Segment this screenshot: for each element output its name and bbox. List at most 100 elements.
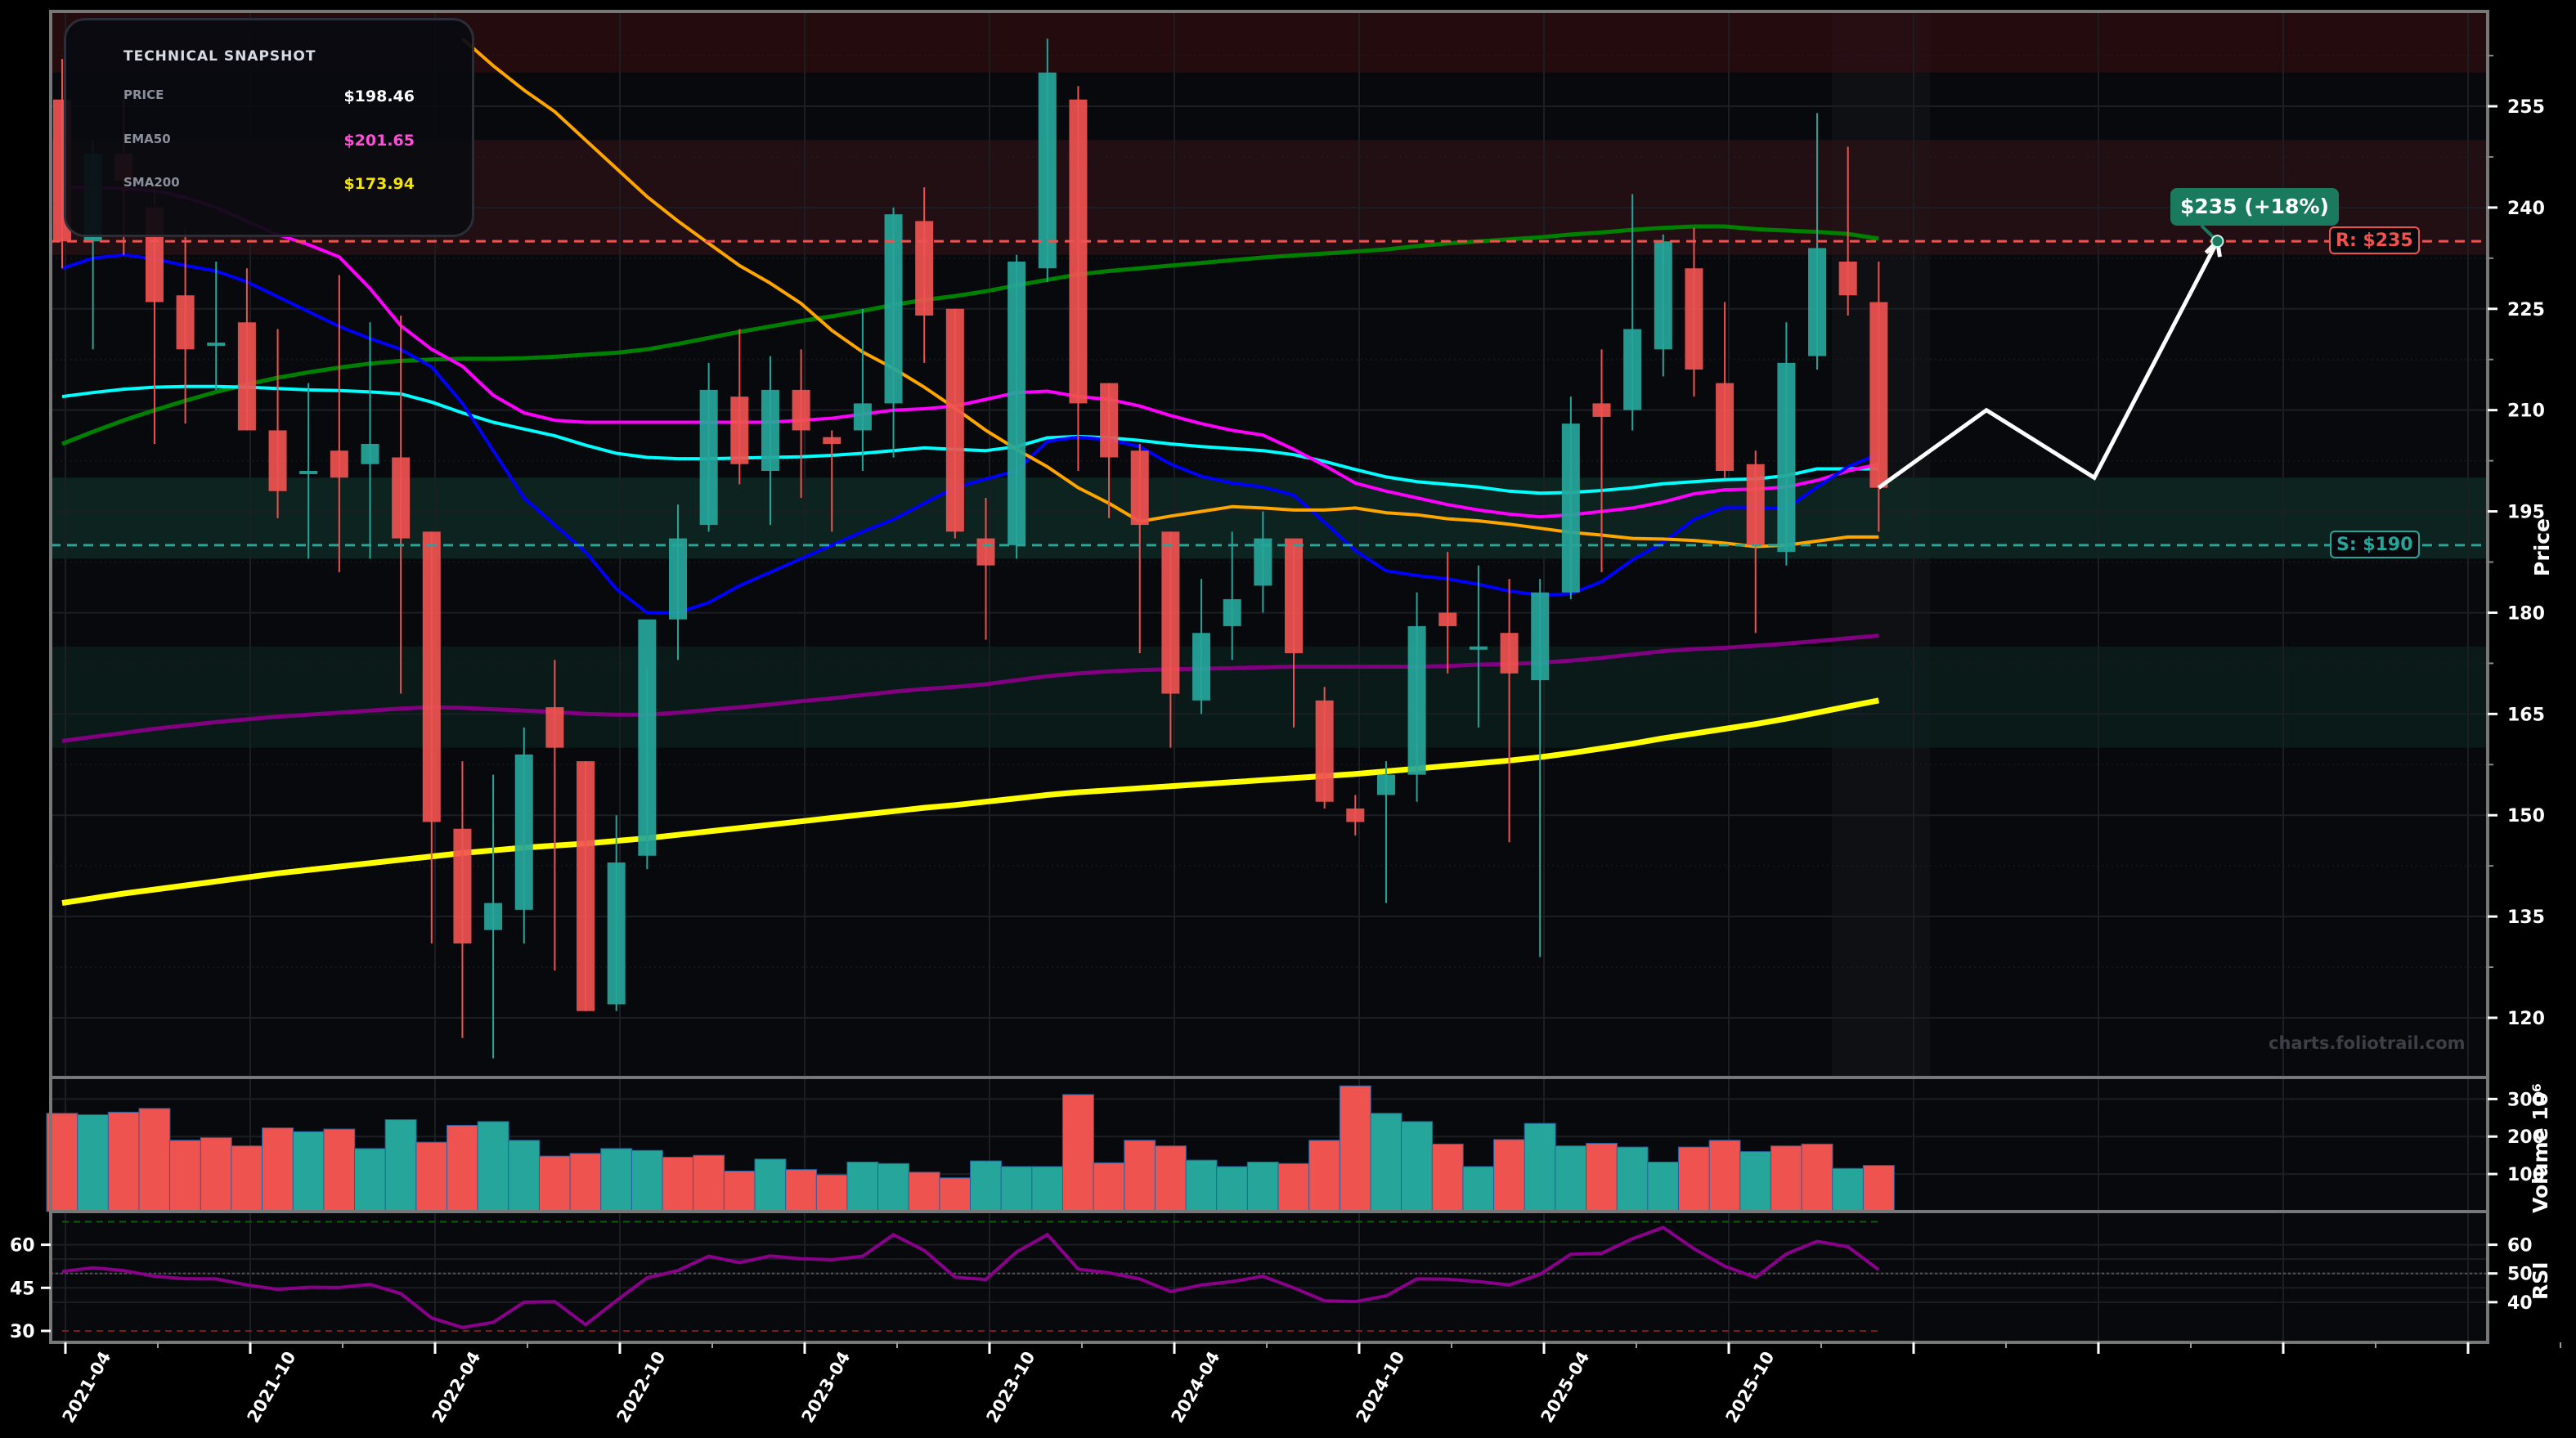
price-target-badge: $235 (+18%) [2170,188,2339,226]
volume-bar [569,1153,602,1212]
x-tick-label: 2025-04 [1537,1348,1594,1426]
x-tick-label: 2022-10 [613,1348,670,1426]
candle [1038,38,1057,282]
candle-body [299,471,318,474]
candle-body [176,295,195,350]
candle-body [1285,538,1303,653]
volume-bar [1246,1161,1279,1212]
tick-label: 255 [2507,97,2545,118]
candle [730,329,749,485]
volume-bar [1308,1140,1341,1212]
snapshot-label: SMA200 [123,175,180,190]
rsi-axis-title: RSI [2529,1261,2552,1300]
candle [1008,254,1026,559]
candle [1254,511,1272,613]
candle [1500,579,1519,843]
candle [1777,322,1796,566]
snapshot-value: $173.94 [343,175,415,193]
candle-body [1469,646,1488,650]
candle-body [607,862,626,1005]
candle-body [1716,383,1735,471]
candle [453,761,472,1038]
candle-body [1777,362,1796,553]
rsi-line [61,1225,1880,1329]
volume-bar [1524,1122,1556,1212]
volume-bar [538,1155,571,1212]
candle [792,349,810,499]
volume-bar [1493,1139,1526,1212]
volume-bar [631,1149,663,1212]
candle [915,187,934,363]
volume-bar [1370,1113,1402,1212]
volume-bar [169,1140,202,1212]
candle [1654,234,1672,377]
x-tick-label: 2021-04 [59,1348,115,1426]
volume-bar [1061,1094,1094,1212]
volume-bar [1339,1085,1371,1212]
candle-body [1746,464,1765,545]
candle [1192,579,1211,715]
volume-bar [1462,1166,1495,1212]
snapshot-title: TECHNICAL SNAPSHOT [123,48,316,65]
candle-body [823,437,841,444]
candle [1623,194,1642,431]
volume-bar [1832,1167,1865,1212]
candle [422,531,441,944]
volume-bar [1555,1145,1587,1212]
x-tick-label: 2021-10 [244,1348,300,1426]
candle-body [1808,248,1827,356]
volume-bar [384,1119,417,1212]
candle [1130,443,1149,653]
candle-body [1531,592,1550,681]
volume-bar [354,1148,386,1212]
volume-bar [1708,1140,1741,1212]
x-tick-label: 2024-04 [1168,1348,1224,1426]
candle-body [1223,598,1241,626]
candle [1346,795,1365,835]
candle-body [1869,302,1888,488]
candle-body [330,450,348,478]
technical-snapshot-panel: TECHNICAL SNAPSHOT PRICE $198.46 EMA50 $… [64,18,474,237]
candle [237,268,256,431]
tick-label: 240 [2507,199,2545,219]
ma-line-green [61,224,1879,446]
volume-bar [1739,1151,1772,1212]
volume-bar [785,1169,818,1212]
volume-bar [231,1145,263,1212]
ma-line-orange [461,37,1879,549]
candle-body [1038,72,1057,269]
candle-body [268,430,287,491]
candle-body [1561,423,1580,593]
volume-bar [1616,1146,1649,1212]
volume-bar [415,1141,448,1212]
candle-body [1685,268,1703,370]
candle-body [1315,700,1334,802]
volume-bar [1862,1165,1895,1212]
snapshot-row-sma200: SMA200 $173.94 [123,175,415,195]
volume-bar [77,1114,110,1212]
candle-body [1008,261,1026,545]
volume-bar [1031,1166,1064,1212]
candle-body [1838,261,1857,296]
candle [484,774,503,1059]
candle-body [1346,808,1365,822]
tick-label: 150 [2507,806,2545,827]
candle [1438,552,1457,674]
candle [577,761,595,1011]
volume-bar [1000,1166,1033,1212]
support-zone-lower [51,646,2488,748]
volume-bar [939,1177,972,1212]
candle [361,322,379,559]
candle [638,619,657,870]
volume-bar [323,1128,356,1212]
candle [1838,146,1857,316]
candle [330,275,348,572]
candle [545,660,564,971]
target-point-icon [2210,235,2224,249]
candle-body [545,707,564,748]
candle [669,504,687,661]
candle [1376,761,1395,903]
tick-label: 180 [2507,603,2545,624]
candle-body [361,443,379,464]
candle-body [853,403,872,431]
